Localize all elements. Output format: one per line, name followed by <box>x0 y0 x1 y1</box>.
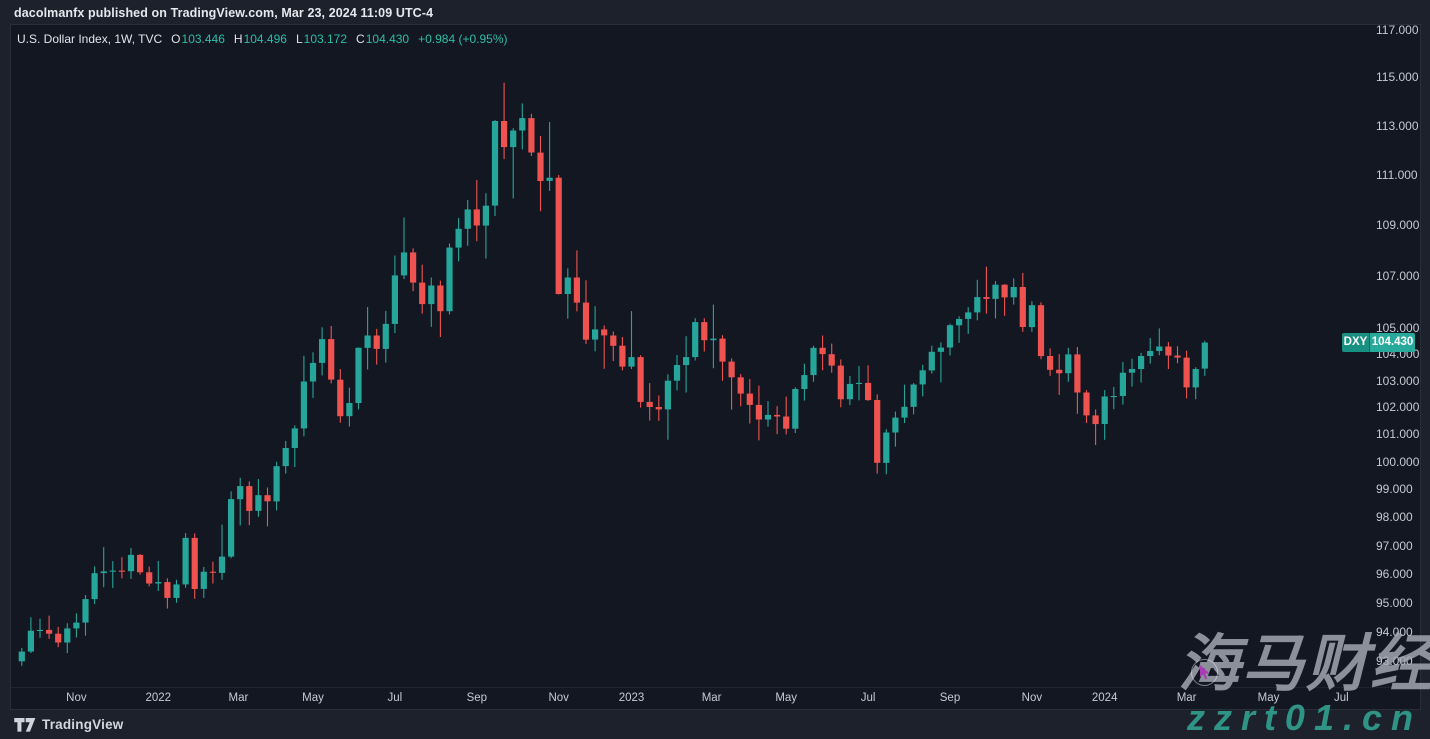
open-value: 103.446 <box>181 32 225 46</box>
time-axis[interactable]: Nov 2022 Mar May Jul Sep Nov 2023 Mar May Jul Sep No… <box>11 687 1420 709</box>
time-tick-label: Jul <box>387 692 403 704</box>
open-label: O <box>171 32 181 46</box>
high-value: 104.496 <box>243 32 287 46</box>
close-label: C <box>356 32 365 46</box>
time-tick-label: Mar <box>1176 692 1197 704</box>
symbol-ticker: DXY <box>1342 333 1370 353</box>
price-tick-label: 94.000 <box>1376 624 1413 639</box>
high-label: H <box>233 32 243 46</box>
close-value: 104.430 <box>365 32 410 46</box>
publish-line: dacolmanfx published on TradingView.com,… <box>14 6 434 20</box>
price-tick-label: 98.000 <box>1376 510 1413 525</box>
watermark-title: 海马财经 <box>1177 630 1430 699</box>
tradingview-brand[interactable]: TradingView <box>42 717 124 732</box>
time-tick-label: May <box>1257 692 1280 704</box>
candlestick-series <box>18 82 1208 666</box>
price-tick-label: 109.000 <box>1376 217 1420 232</box>
time-tick-label: 2022 <box>145 692 172 704</box>
chart-legend: U.S. Dollar Index, 1W, TVC O103.446 H104.4… <box>17 32 508 46</box>
time-tick-label: Sep <box>939 692 961 704</box>
price-tick-label: 117.000 <box>1376 23 1419 37</box>
price-tick-label: 102.000 <box>1376 400 1420 415</box>
price-tick-label: 93.000 <box>1376 654 1413 669</box>
footer-bar: TradingView <box>0 710 1430 739</box>
time-tick-label: Sep <box>466 692 488 704</box>
last-price-value: 104.430 <box>1370 333 1415 353</box>
change-value: +0.984 (+0.95%) <box>418 32 508 46</box>
time-tick-label: 2024 <box>1091 692 1118 704</box>
price-tick-label: 113.000 <box>1376 118 1419 133</box>
time-tick-label: Mar <box>701 692 722 704</box>
price-tick-label: 111.000 <box>1376 167 1418 182</box>
time-tick-label: May <box>302 692 324 704</box>
price-tick-label: 115.000 <box>1376 70 1419 85</box>
tradingview-logo[interactable] <box>14 718 36 737</box>
price-axis[interactable]: 117.000 115.000 113.000 111.000 109.000 107.0… <box>1340 23 1420 687</box>
time-tick-label: Jul <box>860 692 876 704</box>
time-tick-label: Jul <box>1333 692 1349 704</box>
last-price-badge: DXY 104.430 <box>1342 333 1415 353</box>
low-value: 103.172 <box>303 32 348 46</box>
time-tick-label: Nov <box>548 692 569 704</box>
time-tick-label: Mar <box>228 692 249 704</box>
time-tick-label: Nov <box>66 692 87 704</box>
time-tick-label: May <box>775 692 798 704</box>
cursor-arrow-icon <box>1200 665 1210 680</box>
time-tick-label: 2023 <box>618 692 645 704</box>
watermark-url: zzrt01.cn <box>1186 697 1422 738</box>
price-tick-label: 103.000 <box>1376 373 1420 388</box>
tradingview-logo-icon <box>14 718 36 732</box>
price-tick-label: 100.000 <box>1376 454 1420 469</box>
price-tick-label: 95.000 <box>1376 595 1413 610</box>
price-tick-label: 99.000 <box>1376 482 1413 497</box>
chart-panel[interactable]: U.S. Dollar Index, 1W, TVC O103.446 H104.4… <box>10 23 1421 710</box>
mouse-cursor-indicator <box>1191 659 1218 686</box>
symbol-title: U.S. Dollar Index, 1W, TVC <box>17 32 163 46</box>
price-tick-label: 101.000 <box>1376 427 1420 442</box>
low-label: L <box>295 32 303 46</box>
price-tick-label: 105.000 <box>1376 320 1420 335</box>
price-tick-label: 107.000 <box>1376 268 1420 283</box>
time-tick-label: Nov <box>1021 692 1043 704</box>
price-tick-label: 96.000 <box>1376 567 1413 581</box>
price-tick-label: 97.000 <box>1376 538 1413 553</box>
